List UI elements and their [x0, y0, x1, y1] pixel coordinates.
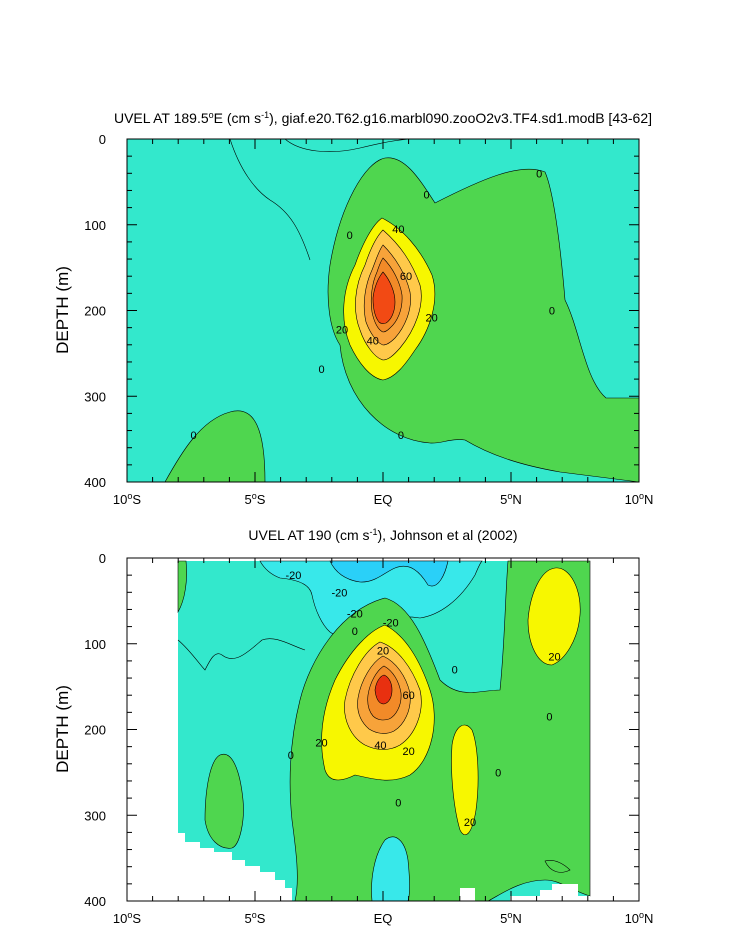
contour-label: 20 [377, 646, 389, 658]
contour-label: 20 [464, 817, 476, 829]
contour-label: 20 [315, 737, 327, 749]
mask-no-data-bottom-left [178, 833, 292, 901]
y-tick-label: 400 [84, 894, 106, 909]
contour-label: 0 [347, 230, 353, 242]
y-tick-label: 300 [84, 808, 106, 823]
x-tick-label: 5oS [245, 491, 266, 507]
contour-label: 0 [395, 797, 401, 809]
contour-label: 20 [402, 746, 414, 758]
y-tick-label: 200 [84, 723, 106, 738]
fill-band-0-20-lower-left [164, 410, 266, 482]
contour-label: 40 [392, 224, 404, 236]
contour-label: -20 [347, 609, 363, 621]
contour-line-left [229, 139, 311, 261]
contour-label: 0 [352, 626, 358, 638]
contour-label: 20 [548, 652, 560, 664]
y-tick-label: 100 [84, 218, 106, 233]
contour-label: 0 [190, 430, 196, 442]
x-tick-label: 5oN [500, 910, 522, 926]
y-tick-label: 300 [84, 389, 106, 404]
contour-label: 20 [426, 312, 438, 324]
contour-label: 0 [398, 430, 404, 442]
contour-label: 0 [549, 306, 555, 318]
contour-label: 0 [536, 168, 542, 180]
contour-line-upper-left [177, 638, 306, 671]
contour-line-surface [284, 139, 411, 152]
panel-model-ylabel: DEPTH (m) [53, 266, 72, 354]
y-tick-label: 100 [84, 637, 106, 652]
contour-label: -20 [285, 570, 301, 582]
contour-label: -20 [383, 617, 399, 629]
panel-model-title: UVEL AT 189.5oE (cm s-1), giaf.e20.T62.g… [114, 110, 652, 126]
contour-label: 60 [402, 690, 414, 702]
y-tick-label: 400 [84, 475, 106, 490]
panel-model: UVEL AT 189.5oE (cm s-1), giaf.e20.T62.g… [53, 110, 653, 507]
contour-label: 0 [546, 712, 552, 724]
fill-band-0-20-left-blob [204, 753, 244, 849]
x-tick-label: 5oS [245, 910, 266, 926]
contour-label: 0 [495, 767, 501, 779]
panel-obs: UVEL AT 190 (cm s-1), Johnson et al (200… [53, 527, 653, 926]
fill-band-20-yellow-column [451, 724, 479, 835]
contour-label: 60 [400, 271, 412, 283]
fill-band-70-plus [374, 674, 393, 705]
panel-obs-contour-field [177, 560, 591, 901]
contour-label: -20 [332, 587, 348, 599]
fill-band-20-yellow-east [527, 567, 581, 666]
mask-no-data-bottom-right [460, 884, 590, 901]
fill-band-70-plus [372, 271, 396, 324]
contour-label: 0 [452, 664, 458, 676]
y-tick-label: 0 [99, 551, 106, 566]
contour-label: 0 [288, 750, 294, 762]
x-tick-label: EQ [374, 911, 393, 926]
fill-band-negative-40 [329, 560, 449, 587]
x-tick-label: 10oS [113, 910, 141, 926]
x-tick-label: 10oS [113, 491, 141, 507]
x-tick-label: 10oN [625, 910, 654, 926]
panel-obs-title: UVEL AT 190 (cm s-1), Johnson et al (200… [248, 527, 517, 543]
x-tick-label: EQ [374, 492, 393, 507]
panel-obs-ylabel: DEPTH (m) [53, 685, 72, 773]
x-tick-label: 5oN [500, 491, 522, 507]
x-tick-label: 10oN [625, 491, 654, 507]
contour-label: 40 [367, 336, 379, 348]
contour-label: 20 [336, 324, 348, 336]
contour-label: 0 [423, 190, 429, 202]
fill-band-negative-column [371, 836, 410, 901]
contour-label: 0 [318, 364, 324, 376]
fill-band-0-20-left-edge [177, 560, 187, 614]
contour-line-east [544, 860, 571, 873]
y-tick-label: 200 [84, 304, 106, 319]
contour-label: 40 [374, 740, 386, 752]
panel-obs-contour-labels: -20 -20 -20 -20 0 20 0 20 60 0 20 40 20 0 0 0 20 [285, 570, 560, 829]
y-tick-label: 0 [99, 132, 106, 147]
panel-model-contour-field [127, 139, 639, 482]
panel-model-contour-labels: 0 0 0 40 60 0 20 20 40 0 0 0 [190, 168, 555, 442]
